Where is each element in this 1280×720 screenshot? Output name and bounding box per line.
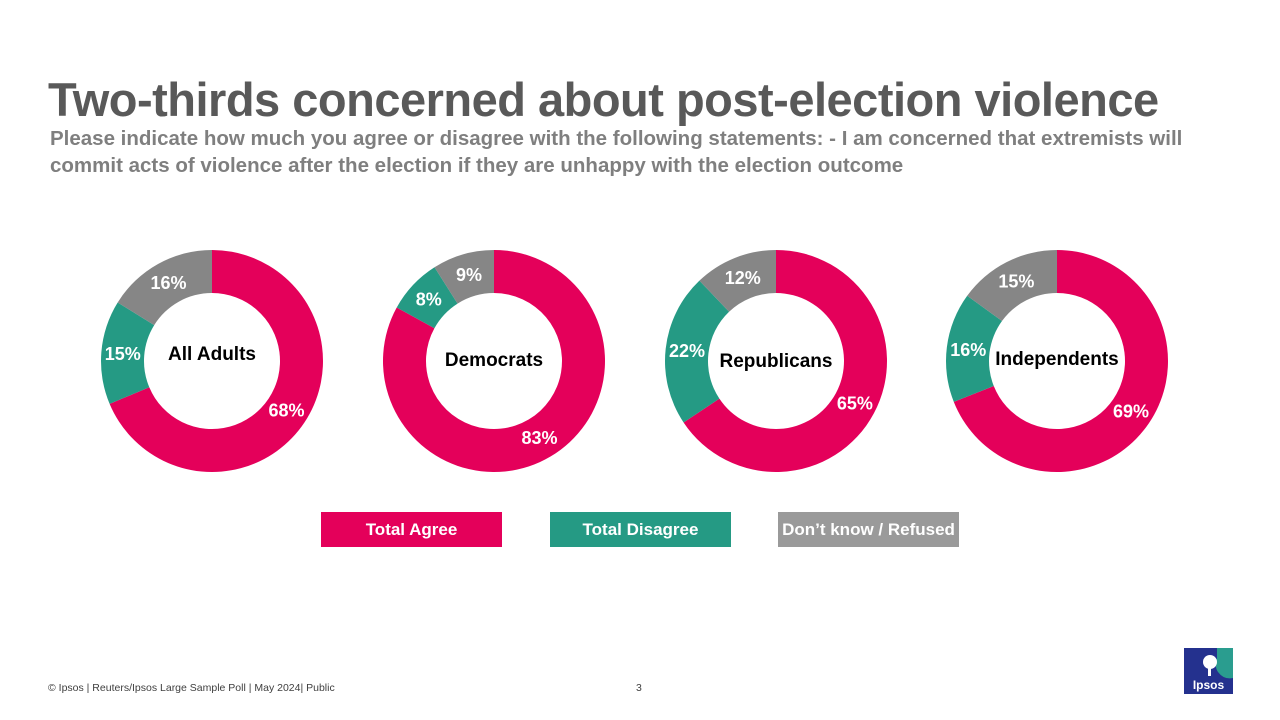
democrats-don-t-know-refused-label: 9%: [456, 265, 482, 285]
all-adults-total-agree-slice: [109, 250, 323, 473]
democrats-don-t-know-refused-slice: [434, 250, 494, 304]
democrats-total-disagree-slice: [396, 267, 458, 329]
democrats-total-agree-slice: [382, 250, 605, 472]
legend-total-disagree: Total Disagree: [550, 512, 731, 547]
all-adults-total-disagree-label: 15%: [105, 344, 141, 364]
independents-don-t-know-refused-slice: [967, 250, 1057, 322]
page-number: 3: [636, 682, 642, 694]
republicans-total-agree-slice: [683, 250, 887, 472]
republicans-total-disagree-slice: [665, 280, 730, 423]
independents-total-disagree-label: 16%: [950, 340, 986, 360]
republicans-total-agree-label: 65%: [837, 393, 873, 413]
independents-center-label: Independents: [995, 349, 1119, 370]
all-adults-total-agree-label: 68%: [268, 401, 304, 421]
page-title: Two-thirds concerned about post-election…: [48, 73, 1159, 126]
ipsos-logo: Ipsos: [1184, 648, 1233, 694]
all-adults-don-t-know-refused-label: 16%: [150, 273, 186, 293]
independents-don-t-know-refused-label: 15%: [998, 271, 1034, 291]
republicans-total-disagree-label: 22%: [669, 341, 705, 361]
independents-total-disagree-slice: [946, 295, 1002, 402]
all-adults-total-disagree-slice: [101, 302, 155, 404]
donut-charts: 68% 15% 16% All Adults 83% 8% 9% Democrats 65% 22…: [101, 250, 1168, 473]
all-adults-don-t-know-refused-slice: [117, 250, 212, 326]
independents-total-agree-label: 69%: [1113, 401, 1149, 421]
logo-mark-icon: [1203, 648, 1233, 679]
democrats-center-label: Democrats: [445, 350, 543, 371]
independents-total-agree-slice: [953, 250, 1168, 473]
legend-dont-know: Don’t know / Refused: [778, 512, 959, 547]
republicans-don-t-know-refused-label: 12%: [725, 268, 761, 288]
democrats-total-agree-label: 83%: [522, 428, 558, 448]
all-adults-center-label: All Adults: [168, 344, 256, 365]
democrats-total-disagree-label: 8%: [416, 290, 442, 310]
footer-source: © Ipsos | Reuters/Ipsos Large Sample Pol…: [48, 682, 335, 694]
republicans-center-label: Republicans: [720, 351, 833, 372]
republicans-don-t-know-refused-slice: [699, 250, 776, 312]
question-subtitle: Please indicate how much you agree or di…: [50, 127, 1183, 177]
legend-total-agree: Total Agree: [321, 512, 502, 547]
logo-text: Ipsos: [1192, 678, 1225, 692]
